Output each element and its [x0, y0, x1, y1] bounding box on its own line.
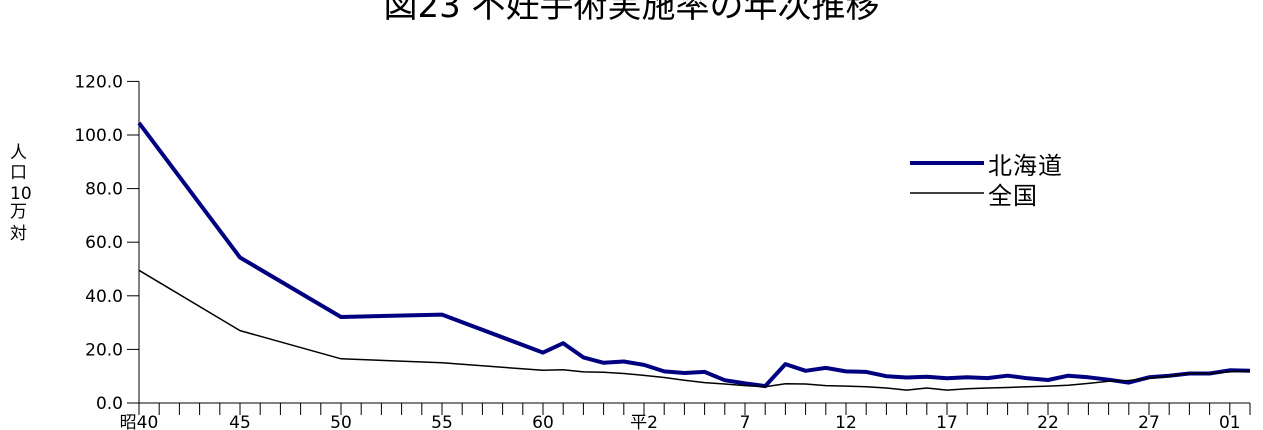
x-tick-label: 昭40: [120, 413, 159, 430]
y-tick-label: 100.0: [74, 126, 123, 146]
x-tick-label: 17: [936, 413, 958, 430]
y-tick-label: 80.0: [85, 180, 123, 200]
x-tick-label: 27: [1138, 413, 1160, 430]
x-tick-label: 60: [532, 413, 554, 430]
x-tick-label: 55: [431, 413, 453, 430]
series-line-1: [138, 269, 1251, 391]
y-axis-label-char: 10: [10, 184, 32, 204]
x-tick-label: 7: [740, 413, 751, 430]
y-tick-label: 120.0: [74, 72, 123, 92]
y-tick-label: 0.0: [96, 394, 123, 414]
x-tick-label: 平2: [630, 413, 658, 430]
y-axis-label-char: 人: [10, 143, 27, 163]
y-axis-label-char: 万: [10, 202, 27, 222]
x-tick-label: 22: [1037, 413, 1059, 430]
legend-label-national: 全国: [988, 181, 1038, 210]
legend-item-hokkaido: 北海道: [910, 148, 1063, 180]
y-tick-label: 40.0: [85, 287, 123, 307]
x-tick-label: 12: [835, 413, 857, 430]
y-tick-label: 20.0: [85, 340, 123, 360]
legend-swatch-national: [910, 192, 984, 194]
series-line-0: [137, 121, 1251, 389]
y-axis-label-char: 口: [10, 163, 27, 183]
x-tick-label: 01: [1219, 413, 1241, 430]
x-tick-label: 45: [229, 413, 251, 430]
legend-swatch-hokkaido: [910, 161, 984, 165]
chart-title: 図23 不妊手術実施率の年次推移: [383, 0, 880, 26]
legend: 北海道 全国: [910, 148, 1063, 210]
y-tick-label: 60.0: [85, 233, 123, 253]
legend-label-hokkaido: 北海道: [988, 151, 1063, 180]
legend-item-national: 全国: [910, 178, 1063, 210]
y-axis-label-char: 対: [10, 224, 27, 244]
x-tick-label: 50: [330, 413, 352, 430]
